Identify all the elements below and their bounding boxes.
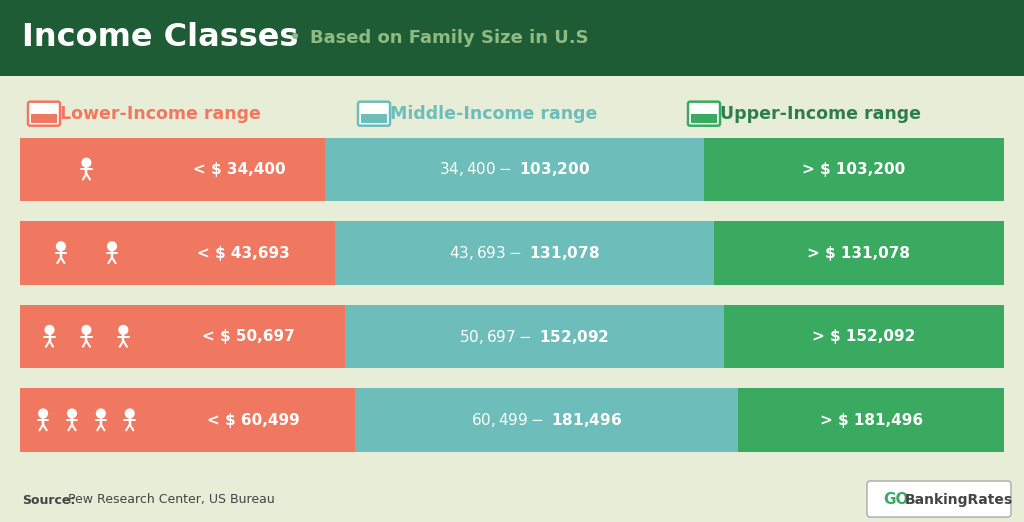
Text: $ 50,697 - $ 152,092: $ 50,697 - $ 152,092 [459, 328, 609, 346]
Circle shape [39, 409, 47, 418]
Text: < $ 50,697: < $ 50,697 [203, 329, 295, 344]
Text: •: • [289, 28, 301, 48]
Text: Middle-Income range: Middle-Income range [390, 105, 597, 123]
FancyBboxPatch shape [738, 388, 1004, 452]
Circle shape [56, 242, 66, 251]
FancyBboxPatch shape [153, 305, 345, 369]
FancyBboxPatch shape [28, 102, 60, 126]
Text: > $ 152,092: > $ 152,092 [812, 329, 915, 344]
FancyBboxPatch shape [20, 305, 153, 369]
Text: > $ 131,078: > $ 131,078 [807, 245, 910, 260]
FancyBboxPatch shape [153, 388, 354, 452]
FancyBboxPatch shape [20, 138, 153, 201]
FancyBboxPatch shape [20, 388, 153, 452]
Text: > $ 181,496: > $ 181,496 [819, 413, 923, 428]
Text: Pew Research Center, US Bureau: Pew Research Center, US Bureau [63, 493, 274, 506]
Text: > $ 103,200: > $ 103,200 [803, 162, 905, 177]
Text: Income Classes: Income Classes [22, 22, 298, 53]
FancyBboxPatch shape [335, 221, 714, 285]
Text: Upper-Income range: Upper-Income range [720, 105, 921, 123]
FancyBboxPatch shape [691, 114, 717, 123]
FancyBboxPatch shape [31, 114, 57, 123]
Circle shape [119, 326, 128, 334]
FancyBboxPatch shape [0, 0, 1024, 76]
FancyBboxPatch shape [714, 221, 1004, 285]
Text: < $ 60,499: < $ 60,499 [207, 413, 300, 428]
Circle shape [108, 242, 117, 251]
Text: Based on Family Size in U.S: Based on Family Size in U.S [310, 29, 589, 47]
Text: $34,400 - $ 103,200: $34,400 - $ 103,200 [439, 160, 590, 179]
FancyBboxPatch shape [688, 102, 720, 126]
FancyBboxPatch shape [20, 221, 153, 285]
FancyBboxPatch shape [703, 138, 1004, 201]
Text: GO: GO [883, 492, 908, 507]
Circle shape [45, 326, 54, 334]
Circle shape [96, 409, 105, 418]
FancyBboxPatch shape [153, 221, 335, 285]
FancyBboxPatch shape [354, 388, 738, 452]
Circle shape [82, 326, 91, 334]
FancyBboxPatch shape [867, 481, 1011, 517]
Circle shape [125, 409, 134, 418]
Text: BankingRates: BankingRates [905, 493, 1013, 507]
Text: $ 60,499 - $ 181,496: $ 60,499 - $ 181,496 [471, 411, 622, 429]
Text: Source:: Source: [22, 493, 76, 506]
Circle shape [82, 158, 91, 167]
FancyBboxPatch shape [724, 305, 1004, 369]
FancyBboxPatch shape [153, 138, 325, 201]
Circle shape [68, 409, 77, 418]
Text: $43,693 - $ 131,078: $43,693 - $ 131,078 [449, 244, 600, 262]
FancyBboxPatch shape [358, 102, 390, 126]
Text: < $ 34,400: < $ 34,400 [193, 162, 286, 177]
FancyBboxPatch shape [345, 305, 724, 369]
Text: < $ 43,693: < $ 43,693 [198, 245, 290, 260]
Text: Lower-Income range: Lower-Income range [60, 105, 261, 123]
FancyBboxPatch shape [325, 138, 703, 201]
FancyBboxPatch shape [361, 114, 387, 123]
